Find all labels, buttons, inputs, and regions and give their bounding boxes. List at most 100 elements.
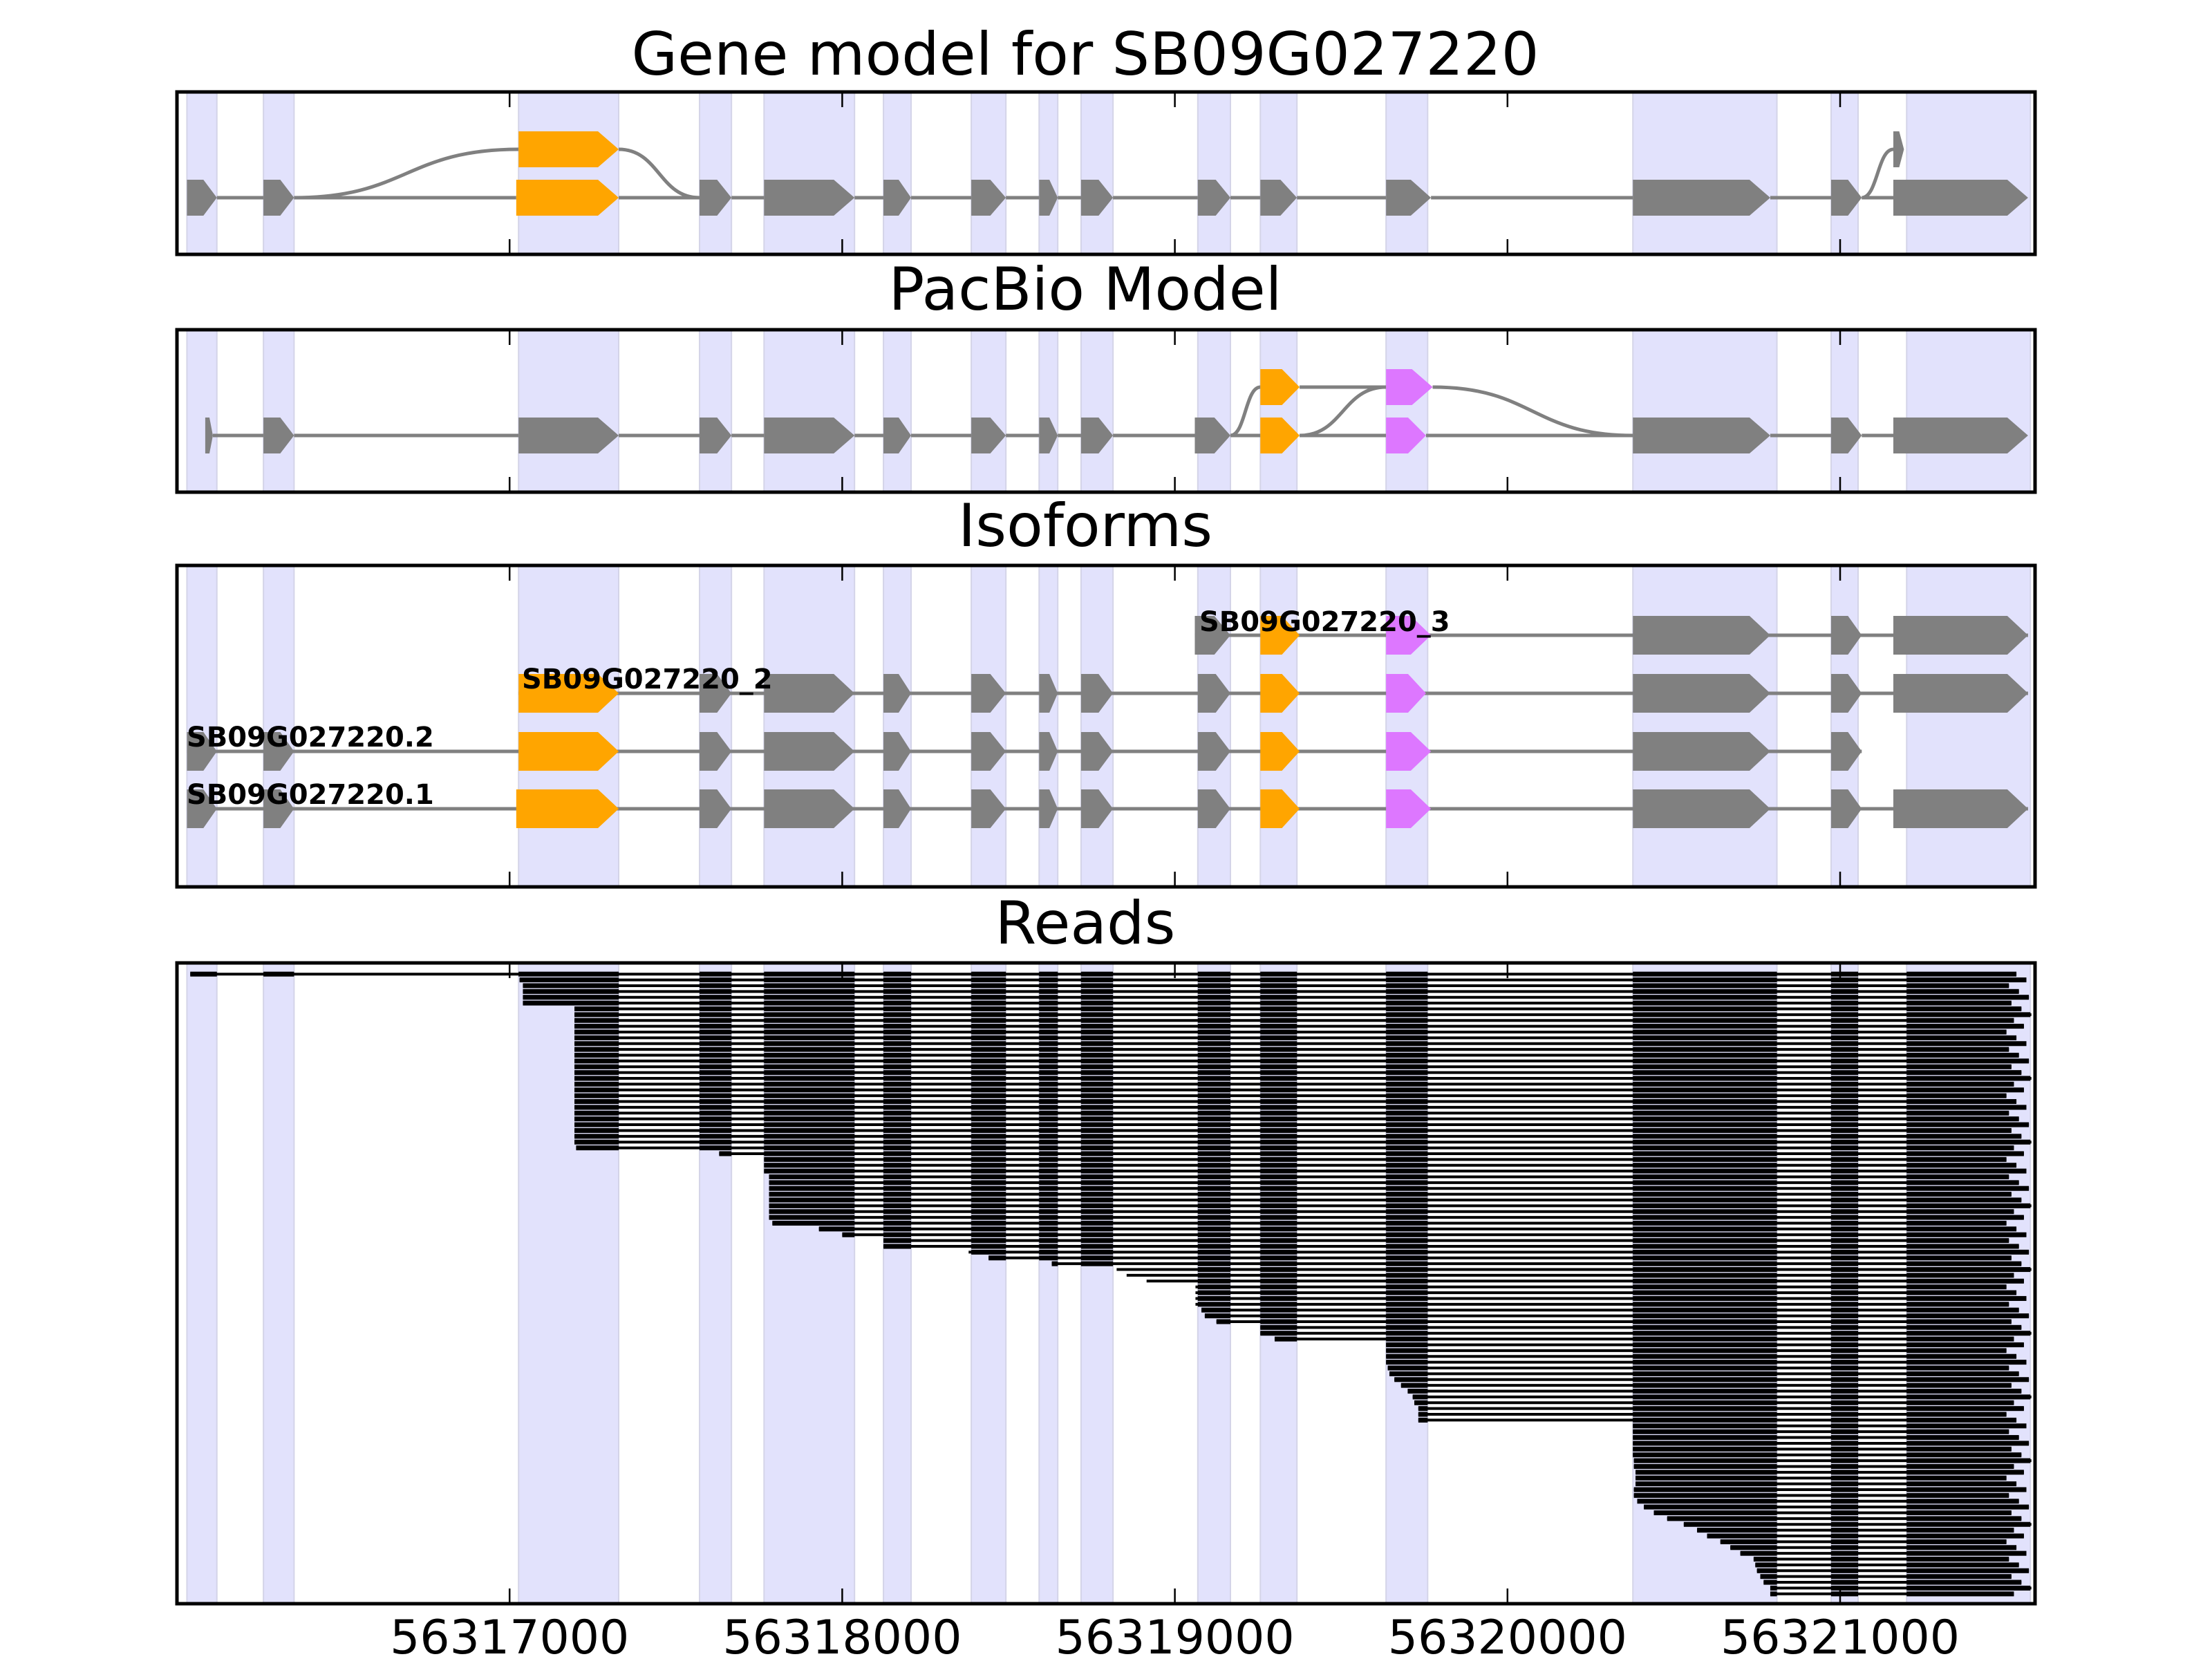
read-block	[1633, 1203, 1777, 1208]
highlight-region	[883, 91, 912, 255]
read-block	[574, 1122, 619, 1127]
read-block	[971, 1122, 1006, 1127]
read-block	[1906, 1348, 2007, 1353]
read-block	[1418, 1412, 1428, 1417]
read-block	[1386, 1174, 1428, 1179]
read-block	[1260, 1018, 1297, 1023]
read-block	[1633, 1134, 1777, 1139]
exon-shape	[1260, 674, 1300, 713]
read-block	[1260, 1110, 1297, 1116]
read-block	[764, 1006, 855, 1011]
read-block	[1260, 1180, 1297, 1185]
exon-shape	[1260, 732, 1300, 771]
exon-shape	[1831, 789, 1862, 828]
highlight-region	[1080, 565, 1114, 888]
exon-shape	[883, 674, 912, 713]
read-block	[1260, 1244, 1297, 1249]
read-block	[1633, 1446, 1777, 1452]
exon-shape	[263, 180, 294, 216]
read-block	[883, 1024, 912, 1029]
exon-shape	[971, 418, 1006, 453]
read-block	[574, 1012, 619, 1018]
read-block	[1831, 1510, 1858, 1516]
read-block	[1386, 977, 1428, 983]
read-block	[842, 1232, 855, 1237]
exon-shape	[187, 789, 217, 828]
read-block	[1633, 1331, 1777, 1336]
panel-frame	[175, 90, 2037, 256]
read-block	[1080, 983, 1114, 988]
highlight-region	[1259, 329, 1298, 493]
read-block	[1831, 1018, 1858, 1023]
read-block	[1386, 971, 1428, 977]
panel-frame	[175, 563, 2037, 889]
read-block	[1831, 1226, 1858, 1232]
read-block	[1197, 1070, 1230, 1076]
exon-shape	[1893, 789, 2028, 828]
exon-shape	[1194, 616, 1230, 655]
read-block	[1906, 1052, 2019, 1058]
read-block	[1633, 1197, 1777, 1203]
read-block	[1080, 1156, 1114, 1162]
read-block	[1633, 1220, 1777, 1226]
read-block	[1386, 1220, 1428, 1226]
read-block	[971, 1220, 1006, 1226]
read-block	[1831, 1238, 1858, 1244]
read-block	[1906, 1353, 2017, 1359]
read-block	[764, 1156, 855, 1162]
read-block	[883, 1093, 912, 1098]
read-block	[1039, 1110, 1058, 1116]
read-block	[1260, 1232, 1297, 1237]
read-block	[1080, 1209, 1114, 1215]
highlight-region	[1385, 91, 1429, 255]
read-block	[1906, 1504, 2030, 1510]
read-block	[1720, 1539, 1777, 1544]
read-block	[1080, 1255, 1114, 1261]
read-block	[1197, 1238, 1230, 1244]
exon-shape	[1039, 732, 1058, 771]
highlight-region	[1080, 91, 1114, 255]
read-block	[518, 971, 619, 977]
read-block	[1831, 1470, 1858, 1475]
highlight-region	[1830, 565, 1859, 888]
read-block	[1831, 1203, 1858, 1208]
panel-frame	[175, 961, 2037, 1606]
read-block	[1906, 1255, 2012, 1261]
exon-shape	[205, 418, 213, 453]
read-block	[1039, 1174, 1058, 1179]
read-block	[1080, 1168, 1114, 1174]
read-block	[574, 1110, 619, 1116]
read-block	[764, 1110, 855, 1116]
read-block	[1260, 1290, 1297, 1295]
read-block	[1197, 1278, 1230, 1284]
read-block	[1260, 1156, 1297, 1162]
read-block	[699, 1000, 732, 1006]
read-block	[574, 1070, 619, 1076]
read-block	[1633, 1389, 1777, 1394]
read-block	[1831, 1174, 1858, 1179]
read-block	[1831, 1163, 1858, 1168]
read-block	[1831, 1360, 1858, 1365]
highlight-region	[698, 565, 733, 888]
read-block	[764, 1081, 855, 1087]
read-block	[1831, 1012, 1858, 1018]
highlight-region	[1038, 565, 1059, 888]
read-block	[1197, 1024, 1230, 1029]
exon-shape	[1197, 180, 1230, 216]
read-block	[1260, 1284, 1297, 1290]
read-block	[1831, 1151, 1858, 1156]
read-block	[1831, 1081, 1858, 1087]
read-block	[883, 1064, 912, 1069]
highlight-region	[1197, 329, 1231, 493]
read-block	[1633, 1105, 1777, 1110]
read-block	[1906, 1365, 2009, 1371]
read-block	[1633, 1052, 1777, 1058]
read-block	[1386, 1081, 1428, 1087]
read-block	[883, 1168, 912, 1174]
exon-shape	[1633, 732, 1770, 771]
read-block	[1831, 1539, 1858, 1544]
read-block	[1831, 1105, 1858, 1110]
exon-shape	[1197, 789, 1230, 828]
read-block	[1080, 1000, 1114, 1006]
read-block	[971, 1192, 1006, 1197]
